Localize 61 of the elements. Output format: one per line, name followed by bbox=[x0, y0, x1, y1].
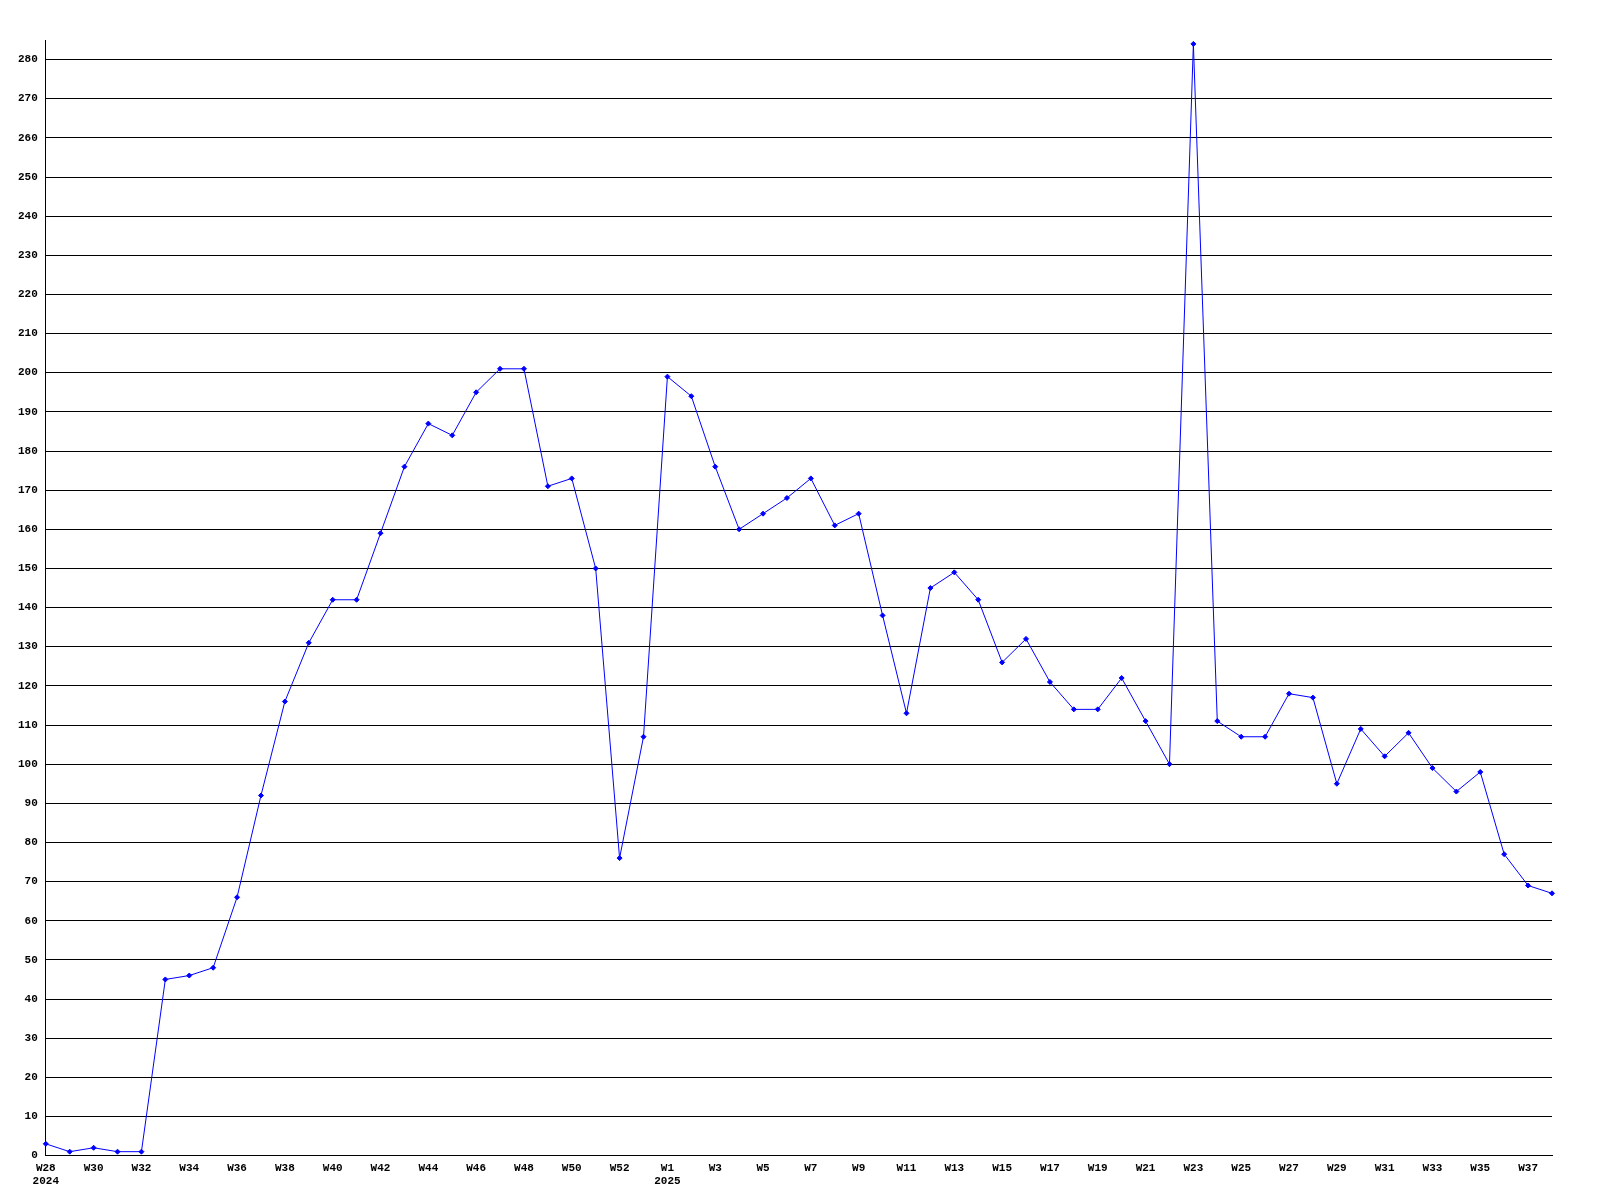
x-tick-label: W3 bbox=[708, 1161, 723, 1174]
x-tick-label: W35 bbox=[1470, 1161, 1491, 1174]
x-tick-label: W50 bbox=[561, 1161, 582, 1174]
x-tick-label: W31 bbox=[1374, 1161, 1395, 1174]
y-tick-label: 190 bbox=[17, 405, 38, 418]
y-tick-label: 170 bbox=[17, 483, 38, 496]
x-tick-label: W48 bbox=[514, 1161, 535, 1174]
x-tick-label: W1 2025 bbox=[654, 1161, 682, 1188]
y-tick-label: 250 bbox=[17, 170, 38, 183]
x-tick-label: W38 bbox=[274, 1161, 296, 1174]
x-tick-label: W17 bbox=[1040, 1161, 1060, 1174]
y-tick-label: 20 bbox=[24, 1071, 38, 1084]
y-tick-label: 270 bbox=[17, 92, 38, 105]
x-tick-label: W21 bbox=[1135, 1161, 1156, 1174]
y-tick-label: 50 bbox=[24, 953, 38, 966]
x-tick-label: W42 bbox=[370, 1161, 391, 1174]
x-tick-label: W52 bbox=[609, 1161, 630, 1174]
x-tick-label: W34 bbox=[179, 1161, 200, 1174]
y-tick-label: 70 bbox=[24, 875, 38, 888]
y-tick-label: 140 bbox=[17, 601, 38, 614]
x-tick-label: W32 bbox=[131, 1161, 152, 1174]
x-tick-label: W30 bbox=[83, 1161, 104, 1174]
y-tick-label: 280 bbox=[17, 53, 38, 66]
y-tick-label: 40 bbox=[24, 992, 38, 1005]
x-tick-label: W13 bbox=[944, 1161, 965, 1174]
y-tick-label: 30 bbox=[24, 1031, 38, 1044]
y-tick-label: 130 bbox=[17, 640, 38, 653]
y-tick-label: 260 bbox=[17, 131, 38, 144]
y-tick-label: 230 bbox=[17, 249, 38, 262]
x-tick-label: W23 bbox=[1183, 1161, 1204, 1174]
y-tick-label: 180 bbox=[17, 444, 38, 457]
x-tick-label: W33 bbox=[1422, 1161, 1443, 1174]
x-tick-label: W40 bbox=[322, 1161, 343, 1174]
x-tick-label: W19 bbox=[1087, 1161, 1108, 1174]
y-tick-label: 120 bbox=[17, 679, 38, 692]
y-tick-label: 0 bbox=[31, 1149, 38, 1162]
x-tick-label: W44 bbox=[418, 1161, 439, 1174]
x-tick-label: W5 bbox=[756, 1161, 771, 1174]
x-tick-label: W7 bbox=[804, 1161, 818, 1174]
x-tick-label: W11 bbox=[896, 1161, 917, 1174]
x-tick-label: W9 bbox=[852, 1161, 866, 1174]
y-tick-label: 240 bbox=[17, 209, 38, 222]
y-tick-label: 60 bbox=[24, 914, 38, 927]
x-tick-label: W29 bbox=[1326, 1161, 1347, 1174]
y-tick-label: 80 bbox=[24, 836, 38, 849]
y-tick-label: 220 bbox=[17, 288, 38, 301]
x-tick-label: W27 bbox=[1279, 1161, 1299, 1174]
x-tick-label: W25 bbox=[1231, 1161, 1252, 1174]
y-tick-label: 210 bbox=[17, 327, 38, 340]
y-tick-label: 200 bbox=[17, 366, 38, 379]
y-tick-label: 90 bbox=[24, 797, 38, 810]
y-tick-label: 10 bbox=[24, 1110, 38, 1123]
x-tick-label: W37 bbox=[1518, 1161, 1538, 1174]
x-tick-label: W28 2024 bbox=[32, 1161, 60, 1188]
x-tick-label: W15 bbox=[992, 1161, 1013, 1174]
x-tick-label: W46 bbox=[466, 1161, 487, 1174]
y-tick-label: 150 bbox=[17, 562, 38, 575]
y-tick-label: 160 bbox=[17, 523, 38, 536]
y-tick-label: 110 bbox=[17, 718, 38, 731]
x-tick-label: W36 bbox=[227, 1161, 247, 1174]
y-tick-label: 100 bbox=[17, 757, 38, 770]
